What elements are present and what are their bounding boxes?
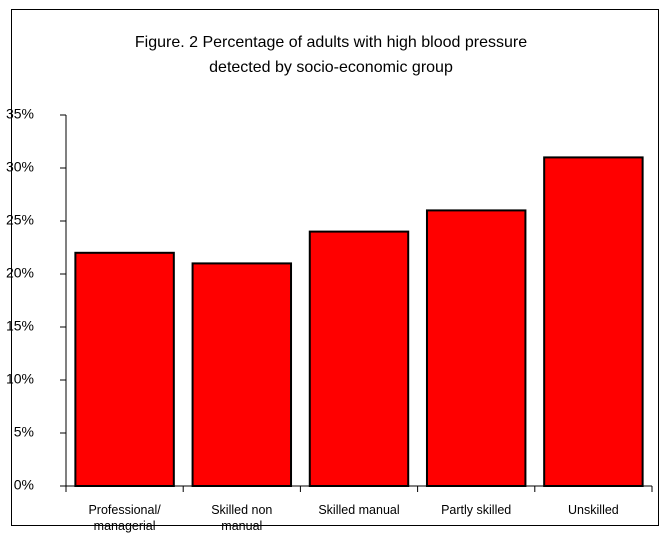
y-tick-label: 0% — [14, 477, 34, 493]
y-tick-label: 15% — [6, 318, 34, 334]
bar — [191, 262, 293, 487]
x-tick-label: Professional/ managerial — [88, 503, 161, 533]
chart-title: Figure. 2 Percentage of adults with high… — [135, 34, 527, 51]
y-tick-label: 30% — [6, 159, 34, 175]
bar — [74, 251, 175, 487]
y-tick-label: 35% — [6, 106, 34, 122]
x-tick-label: Skilled manual — [318, 503, 400, 517]
y-tick-label: 5% — [14, 424, 34, 440]
chart-border — [11, 9, 659, 526]
x-tick-label: Skilled non manual — [211, 503, 273, 533]
y-tick-label: 25% — [6, 212, 34, 228]
x-tick-label: Unskilled — [568, 503, 619, 517]
y-tick-label: 10% — [6, 371, 34, 387]
bar — [425, 209, 527, 487]
bar — [308, 230, 410, 487]
x-tick-label: Partly skilled — [441, 503, 512, 517]
y-tick-label: 20% — [6, 265, 34, 281]
chart-title: detected by socio-economic group — [209, 59, 453, 76]
bar — [543, 156, 644, 487]
